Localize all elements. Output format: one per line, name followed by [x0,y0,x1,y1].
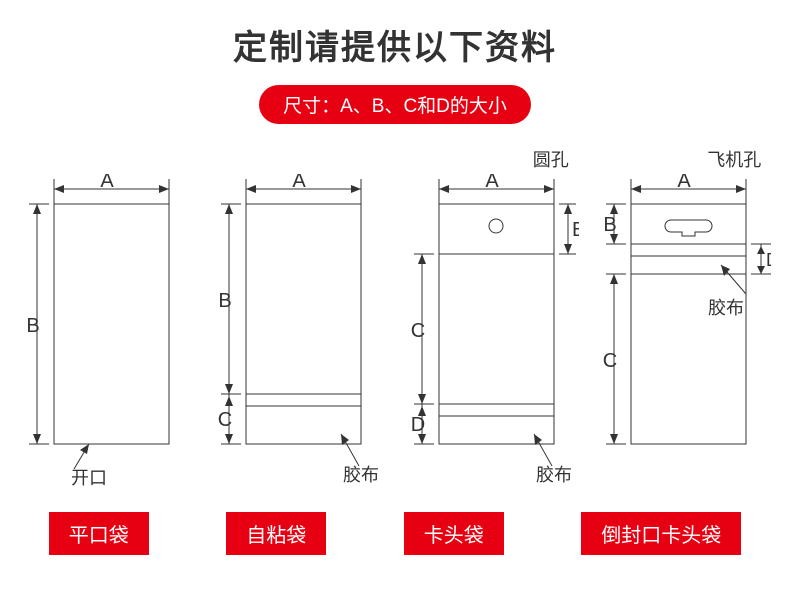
svg-text:C: C [603,350,617,372]
label-header: 卡头袋 [404,512,504,555]
svg-text:B: B [572,219,579,241]
bag-flat: A B 开口 [19,174,194,494]
svg-text:胶布: 胶布 [536,465,572,485]
tape-label: 胶布 [343,465,379,485]
svg-text:C: C [218,409,232,431]
opening-label: 开口 [71,468,107,488]
label-rev: 倒封口卡头袋 [581,512,741,555]
label-self: 自粘袋 [226,512,326,555]
self-bag-diagram: A B C 胶布 [211,174,386,494]
labels-row: 平口袋 自粘袋 卡头袋 倒封口卡头袋 [0,512,790,555]
header-bag-diagram: A B C D [404,174,579,494]
bag-header: 圆孔 A B C D [404,174,579,494]
main-title: 定制请提供以下资料 [0,0,790,69]
dim-a: A [100,174,114,192]
svg-text:D: D [411,414,425,436]
svg-text:A: A [678,174,692,192]
svg-text:B: B [219,290,232,312]
bag-self-adhesive: A B C 胶布 [211,174,386,494]
diagram-row: A B 开口 A [0,174,790,494]
svg-text:A: A [485,174,499,192]
svg-text:C: C [411,320,425,342]
plane-hole-label: 飞机孔 [707,146,761,172]
label-flat: 平口袋 [49,512,149,555]
round-hole-label: 圆孔 [533,146,569,172]
svg-text:胶布: 胶布 [708,298,744,318]
subtitle-pill: 尺寸：A、B、C和D的大小 [259,85,531,124]
svg-text:D: D [766,250,771,270]
flat-bag-diagram: A B 开口 [19,174,194,494]
svg-text:A: A [293,174,307,192]
dim-b: B [26,315,39,337]
bag-reverse-header: 飞机孔 A B C [596,174,771,494]
svg-text:B: B [604,214,617,236]
rev-bag-diagram: A B C D [596,174,771,494]
